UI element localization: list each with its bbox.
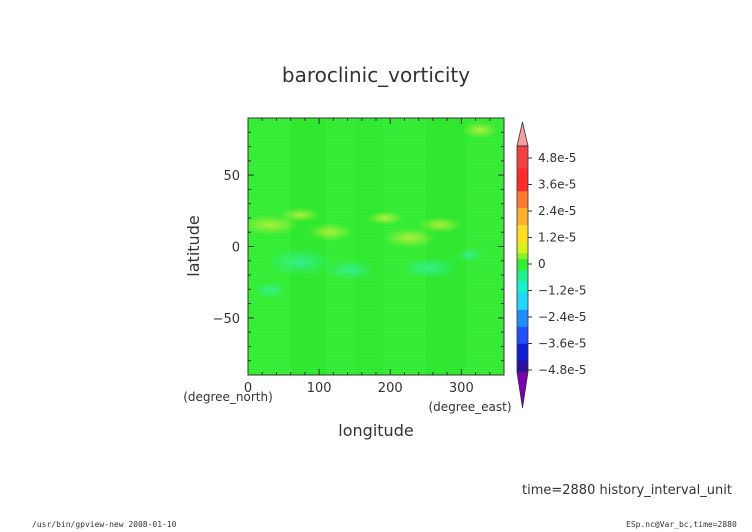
colorbar-label: 0 (538, 257, 546, 271)
colorbar-segment (517, 191, 528, 198)
colorbar: 4.8e-5 3.6e-5 2.4e-5 1.2e-5 0 −1.2e-5 −2.4e-5 −… (516, 121, 587, 409)
colorbar-segment (517, 315, 528, 322)
colorbar-segment (517, 270, 528, 277)
colorbar-segment (517, 219, 528, 226)
colorbar-label: 3.6e-5 (538, 178, 576, 192)
x-tick-label: 200 (378, 381, 403, 396)
x-axis-label: longitude (338, 421, 413, 440)
colorbar-segment (517, 196, 528, 203)
colorbar-segment (517, 236, 528, 243)
colorbar-label: 2.4e-5 (538, 204, 576, 218)
colorbar-segment (517, 332, 528, 339)
colorbar-segment (517, 259, 528, 266)
colorbar-segment (517, 287, 528, 294)
colorbar-label: 1.2e-5 (538, 231, 576, 245)
colorbar-segment (517, 321, 528, 328)
colorbar-label: −3.6e-5 (538, 337, 587, 351)
colorbar-segment (517, 281, 528, 288)
colorbar-segment (517, 253, 528, 260)
colorbar-label: −1.2e-5 (538, 284, 587, 298)
x-axis: 0 100 200 300 (244, 118, 491, 396)
colorbar-over-arrow (516, 121, 529, 147)
y-axis: 50 0 −50 (213, 131, 504, 362)
colorbar-segment (517, 247, 528, 254)
y-tick-label: −50 (213, 312, 240, 327)
colorbar-segment (517, 309, 528, 316)
colorbar-segment (517, 151, 528, 158)
colorbar-segment (517, 162, 528, 170)
colorbar-segment (517, 146, 528, 153)
colorbar-segment (517, 202, 528, 209)
colorbar-segment (517, 225, 528, 232)
x-tick-label: 0 (244, 381, 252, 396)
colorbar-under-arrow (516, 371, 529, 409)
colorbar-segment (517, 343, 528, 350)
colorbar-segment (517, 366, 528, 373)
colorbar-segment (517, 298, 528, 305)
colorbar-segment (517, 230, 528, 237)
x-tick-label: 300 (449, 381, 474, 396)
colorbar-segment (517, 157, 528, 164)
colorbar-segment (517, 275, 528, 283)
colorbar-segment (517, 185, 528, 192)
colorbar-segment (517, 242, 528, 249)
y-axis-label: latitude (184, 215, 203, 276)
colorbar-segment (517, 349, 528, 356)
colorbar-segment (517, 179, 528, 187)
colorbar-segment (517, 168, 528, 175)
x-axis-unit: (degree_east) (428, 400, 511, 414)
colorbar-segment (517, 304, 528, 311)
colorbar-label: 4.8e-5 (538, 151, 576, 165)
heatmap-field (248, 118, 504, 375)
colorbar-segment (517, 174, 528, 181)
chart-title: baroclinic_vorticity (282, 63, 470, 87)
footer-right-note: ESp.nc@Var_bc,time=2880 (626, 520, 737, 529)
colorbar-segment (517, 360, 528, 367)
colorbar-segment (517, 292, 528, 300)
colorbar-segment (517, 355, 528, 362)
colorbar-segment (517, 338, 528, 345)
footer-left-note: /usr/bin/gpview-new 2008-01-10 (32, 520, 177, 529)
time-label: time=2880 history_interval_unit (522, 483, 732, 498)
colorbar-label: −2.4e-5 (538, 310, 587, 324)
colorbar-segment (517, 208, 528, 215)
colorbar-segment (517, 326, 528, 333)
y-tick-label: 50 (223, 169, 240, 184)
colorbar-segment (517, 213, 528, 220)
colorbar-label: −4.8e-5 (538, 363, 587, 377)
colorbar-segment (517, 264, 528, 271)
y-tick-label: 0 (232, 241, 240, 256)
y-axis-unit: (degree_north) (183, 390, 273, 404)
x-tick-label: 100 (307, 381, 332, 396)
